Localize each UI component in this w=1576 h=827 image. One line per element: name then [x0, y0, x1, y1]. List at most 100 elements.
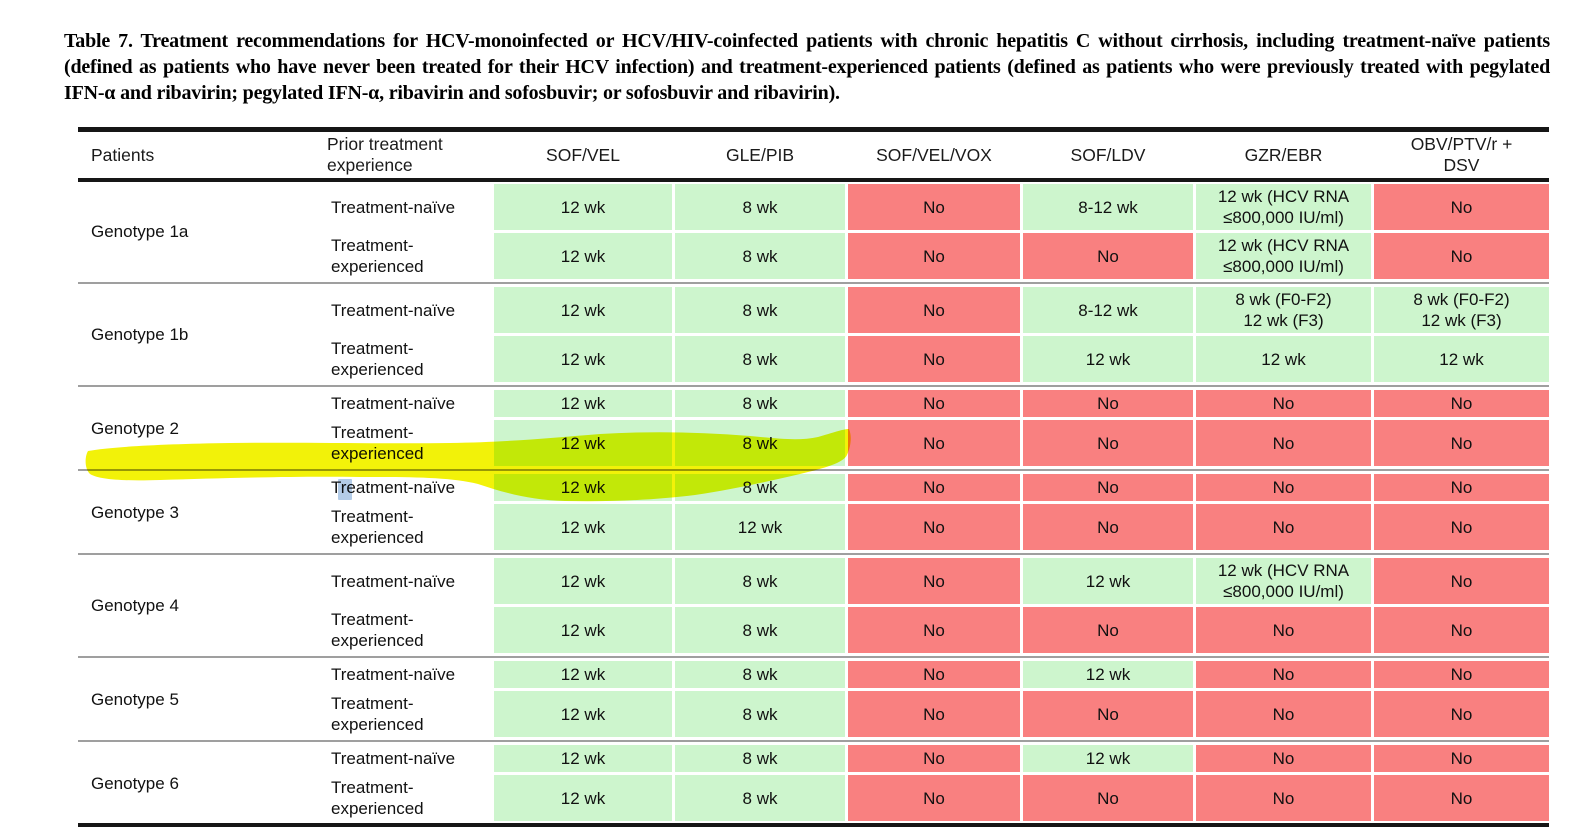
- column-header-5: SOF/VEL/VOX: [876, 144, 992, 165]
- not-recommended-cell: No: [1196, 661, 1371, 688]
- not-recommended-cell: No: [1374, 691, 1549, 737]
- duration-cell: 8 wk (F0-F2) 12 wk (F3): [1374, 287, 1549, 333]
- not-recommended-cell: No: [848, 233, 1020, 279]
- not-recommended-cell: No: [1196, 607, 1371, 653]
- duration-cell: 12 wk: [494, 390, 672, 417]
- experience-cell: Treatment-naïve: [314, 390, 491, 417]
- not-recommended-cell: No: [848, 691, 1020, 737]
- duration-cell: 12 wk: [1023, 558, 1193, 604]
- experience-cell: Treatment-experienced: [314, 233, 491, 279]
- table-bottom-border: [78, 823, 1549, 827]
- duration-cell: 8 wk: [675, 420, 845, 466]
- not-recommended-cell: No: [1374, 558, 1549, 604]
- not-recommended-cell: No: [1374, 390, 1549, 417]
- not-recommended-cell: No: [848, 504, 1020, 550]
- not-recommended-cell: No: [1196, 390, 1371, 417]
- experience-cell: Treatment-experienced: [314, 336, 491, 382]
- duration-cell: 12 wk: [494, 745, 672, 772]
- not-recommended-cell: No: [1196, 420, 1371, 466]
- table-body: Genotype 1a Treatment-naïve 12 wk 8 wk No 8-1…: [78, 182, 1549, 823]
- genotype-cell: Genotype 1b: [78, 287, 311, 382]
- duration-cell: 8 wk: [675, 233, 845, 279]
- duration-cell: 12 wk (HCV RNA ≤800,000 IU/ml): [1196, 233, 1371, 279]
- experience-cell: Treatment-naïve: [314, 558, 491, 604]
- duration-cell: 12 wk: [1196, 336, 1371, 382]
- duration-cell: 8-12 wk: [1023, 184, 1193, 230]
- group-separator: [78, 553, 1549, 555]
- experience-cell: Treatment-experienced: [314, 691, 491, 737]
- table-header-divider: [78, 178, 1549, 182]
- group-separator: [78, 656, 1549, 658]
- duration-cell: 8 wk (F0-F2) 12 wk (F3): [1196, 287, 1371, 333]
- genotype-cell: Genotype 6: [78, 745, 311, 821]
- duration-cell: 12 wk: [1023, 336, 1193, 382]
- duration-cell: 12 wk: [1023, 745, 1193, 772]
- genotype-cell: Genotype 4: [78, 558, 311, 653]
- duration-cell: 12 wk: [494, 420, 672, 466]
- genotype-cell: Genotype 3: [78, 474, 311, 550]
- not-recommended-cell: No: [1374, 661, 1549, 688]
- not-recommended-cell: No: [1023, 691, 1193, 737]
- duration-cell: 12 wk: [1023, 661, 1193, 688]
- column-header-1: Patients: [91, 144, 155, 165]
- table-top-border: [78, 127, 1549, 132]
- group-separator: [78, 740, 1549, 742]
- duration-cell: 8 wk: [675, 336, 845, 382]
- duration-cell: 12 wk (HCV RNA ≤800,000 IU/ml): [1196, 558, 1371, 604]
- treatment-table: Patients Prior treatment experience SOF/VE…: [78, 127, 1549, 827]
- duration-cell: 12 wk: [494, 661, 672, 688]
- column-header-6: SOF/LDV: [1070, 144, 1146, 165]
- not-recommended-cell: No: [848, 474, 1020, 501]
- genotype-cell: Genotype 5: [78, 661, 311, 737]
- duration-cell: 12 wk: [494, 504, 672, 550]
- duration-cell: 12 wk: [494, 287, 672, 333]
- not-recommended-cell: No: [848, 745, 1020, 772]
- not-recommended-cell: No: [1023, 607, 1193, 653]
- table-header-row: Patients Prior treatment experience SOF/VE…: [78, 132, 1549, 178]
- duration-cell: 8 wk: [675, 474, 845, 501]
- duration-cell: 12 wk: [494, 558, 672, 604]
- not-recommended-cell: No: [1374, 474, 1549, 501]
- experience-cell: Treatment-experienced: [314, 504, 491, 550]
- not-recommended-cell: No: [1023, 504, 1193, 550]
- duration-cell: 12 wk: [494, 775, 672, 821]
- duration-cell: 8 wk: [675, 287, 845, 333]
- duration-cell: 8 wk: [675, 775, 845, 821]
- column-header-3: SOF/VEL: [546, 144, 620, 165]
- duration-cell: 12 wk: [494, 607, 672, 653]
- column-header-7: GZR/EBR: [1244, 144, 1323, 165]
- not-recommended-cell: No: [1196, 474, 1371, 501]
- experience-cell: Treatment-naïve: [314, 661, 491, 688]
- not-recommended-cell: No: [1023, 233, 1193, 279]
- duration-cell: 8 wk: [675, 390, 845, 417]
- column-header-2: Prior treatment experience: [327, 134, 443, 175]
- duration-cell: 12 wk: [494, 336, 672, 382]
- experience-cell: Treatment-experienced: [314, 607, 491, 653]
- duration-cell: 8 wk: [675, 607, 845, 653]
- duration-cell: 8 wk: [675, 558, 845, 604]
- duration-cell: 12 wk: [494, 691, 672, 737]
- not-recommended-cell: No: [1374, 504, 1549, 550]
- group-separator: [78, 385, 1549, 387]
- not-recommended-cell: No: [848, 661, 1020, 688]
- duration-cell: 8 wk: [675, 691, 845, 737]
- experience-cell: Treatment-naïve: [314, 745, 491, 772]
- duration-cell: 12 wk: [494, 474, 672, 501]
- not-recommended-cell: No: [1374, 607, 1549, 653]
- not-recommended-cell: No: [1374, 184, 1549, 230]
- column-header-8: OBV/PTV/r + DSV: [1410, 134, 1513, 175]
- not-recommended-cell: No: [1023, 420, 1193, 466]
- not-recommended-cell: No: [1023, 775, 1193, 821]
- not-recommended-cell: No: [848, 336, 1020, 382]
- not-recommended-cell: No: [1196, 775, 1371, 821]
- not-recommended-cell: No: [1196, 691, 1371, 737]
- not-recommended-cell: No: [848, 184, 1020, 230]
- table-caption: Table 7. Treatment recommendations for H…: [64, 30, 1550, 104]
- not-recommended-cell: No: [1196, 504, 1371, 550]
- experience-cell: Treatment-experienced: [314, 775, 491, 821]
- duration-cell: 12 wk: [494, 184, 672, 230]
- genotype-cell: Genotype 1a: [78, 184, 311, 279]
- not-recommended-cell: No: [848, 607, 1020, 653]
- duration-cell: 12 wk: [494, 233, 672, 279]
- not-recommended-cell: No: [848, 420, 1020, 466]
